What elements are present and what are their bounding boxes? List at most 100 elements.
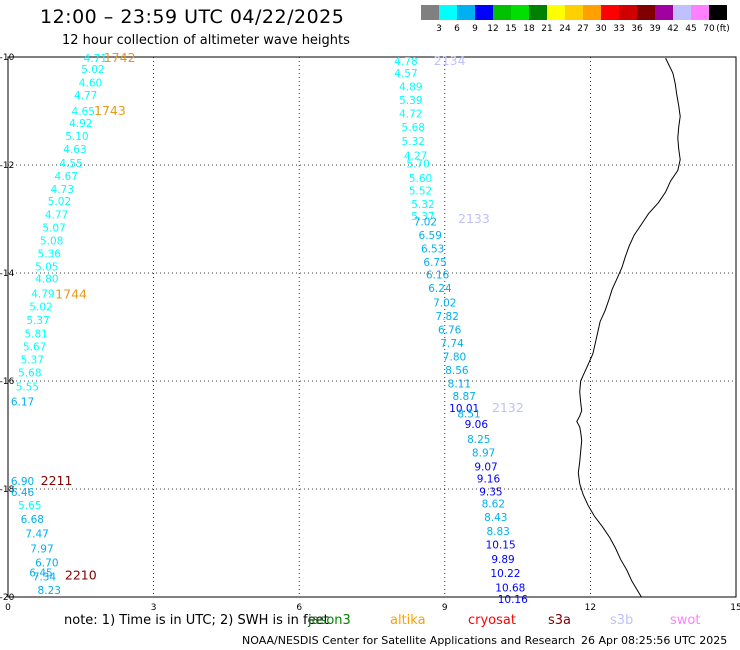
scale-swatch [457,5,475,20]
swh-value: 10.15 [486,540,516,552]
scale-label: 21 [541,24,553,34]
swh-value: 5.68 [18,367,41,379]
swh-value: 4.92 [69,118,92,130]
scale-swatch [619,5,637,20]
satellite-s3a: s3a [548,613,572,628]
swh-value: 4.79 [31,289,54,301]
swh-value: 7.80 [443,352,466,364]
pass-time-label: 1743 [94,103,126,118]
scale-swatch [583,5,601,20]
swh-value: 6.17 [11,397,34,409]
swh-value: 4.65 [72,106,95,118]
scale-label: 33 [613,24,625,34]
swh-value: 4.72 [399,109,422,121]
swh-value: 8.43 [484,512,507,524]
swh-value: 6.53 [421,244,444,256]
pass-time-label: 2211 [41,473,73,488]
swh-value: 7.02 [414,217,437,229]
swh-value: 6.70 [35,557,58,569]
swh-value: 5.60 [409,173,432,185]
pass-time-label: 1744 [55,287,87,302]
swh-value: 8.23 [38,585,61,597]
scale-swatch [655,5,673,20]
swh-value: 5.65 [18,500,41,512]
swh-value: 5.81 [24,328,47,340]
swh-value: 5.02 [48,196,71,208]
swh-value: 8.83 [486,526,509,538]
swh-value: 4.71 [84,53,107,65]
swh-value: 6.75 [423,257,446,269]
swh-value: 8.11 [448,379,471,391]
swh-value: 6.45 [29,568,52,580]
swh-value: 4.63 [63,144,86,156]
swh-value: 7.74 [440,338,464,350]
swh-value: 8.25 [467,434,490,446]
scale-swatch [475,5,493,20]
coastline [576,57,681,598]
scale-label: 24 [559,24,571,34]
swh-value: 5.32 [402,136,425,148]
swh-value: 4.60 [79,77,102,89]
lat-tick-label: -20 [0,593,15,603]
scale-swatch [691,5,709,20]
swh-value: 4.67 [55,171,78,183]
swh-value: 5.05 [35,262,58,274]
scale-label: 42 [667,24,679,34]
lat-tick-label: -16 [0,377,15,387]
swh-value: 9.16 [477,474,501,486]
satellite-swot: swot [670,613,701,628]
swh-value: 5.39 [399,95,422,107]
swh-value: 5.02 [81,64,104,76]
swh-value: 7.97 [30,543,53,555]
scale-swatch [637,5,655,20]
lon-tick-label: 0 [5,603,11,613]
swh-value: 5.36 [38,249,62,261]
swh-value: 7.82 [436,311,459,323]
scale-label: 9 [472,24,478,34]
swh-value: 5.10 [65,131,88,143]
scale-swatch [493,5,511,20]
swh-value: 4.27 [404,150,427,162]
credit-text: NOAA/NESDIS Center for Satellite Applica… [242,634,576,647]
scale-swatch [511,5,529,20]
scale-swatch [673,5,691,20]
scale-unit: (ft) [716,24,730,34]
swh-value: 10.16 [498,594,528,606]
scale-swatch [709,5,727,20]
swh-value: 4.80 [35,273,58,285]
pass-time-label: 2132 [492,400,524,415]
lat-tick-label: -10 [0,53,15,63]
scale-label: 45 [685,24,697,34]
lon-tick-label: 6 [296,603,302,613]
swh-value: 10.68 [495,582,525,594]
swh-value: 6.16 [426,270,450,282]
swh-value: 7.34 [33,571,57,583]
scale-swatch [547,5,565,20]
scale-label: 70 [703,24,715,34]
swh-value: 9.06 [465,419,489,431]
swh-value: 4.73 [51,184,74,196]
swh-value: 7.02 [433,298,456,310]
swh-value: 10.01 [449,403,479,415]
scale-label: 18 [523,24,535,34]
swh-value: 5.68 [402,122,425,134]
swh-value: 6.59 [419,230,442,242]
swh-value: 8.56 [445,365,469,377]
swh-value: 6.68 [21,514,44,526]
swh-value: 4.89 [399,82,422,94]
swh-value: 4.77 [45,210,68,222]
pass-time-label: 1742 [104,50,136,65]
swh-value: 4.57 [394,68,417,80]
timestamp-text: 26 Apr 08:25:56 UTC 2025 [581,634,728,647]
swh-value: 5.37 [21,354,44,366]
swh-value: 8.87 [453,391,476,403]
lat-tick-label: -12 [0,161,14,171]
swh-value: 8.97 [472,447,495,459]
swh-value: 7.47 [25,528,48,540]
lon-tick-label: 3 [151,603,157,613]
swh-value: 5.02 [29,301,52,313]
footer-note: note: 1) Time is in UTC; 2) SWH is in fe… [64,613,329,628]
swh-value: 5.70 [406,158,429,170]
lat-tick-label: -14 [0,269,15,279]
